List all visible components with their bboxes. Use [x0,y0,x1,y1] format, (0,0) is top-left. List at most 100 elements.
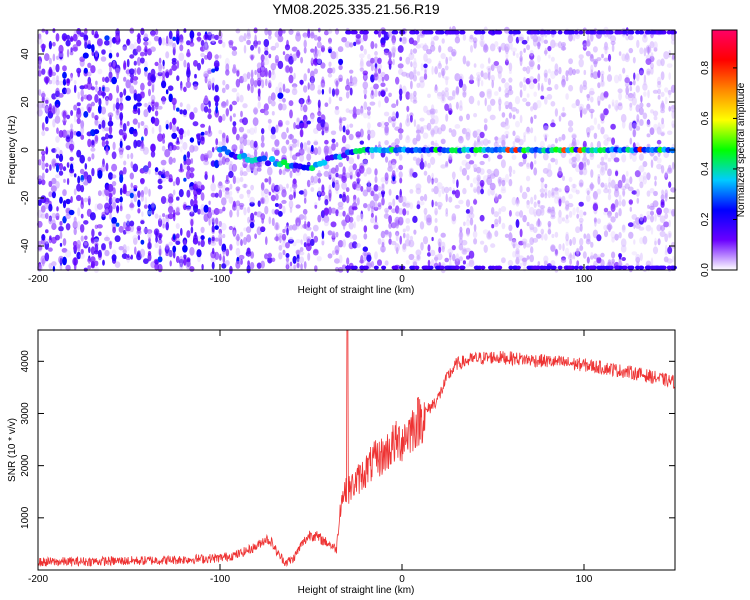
heatmap-cell [126,191,130,197]
heatmap-cell [285,242,290,249]
heatmap-cell [157,170,163,176]
heatmap-cell [178,129,185,135]
heatmap-cell [331,250,336,256]
heatmap-cell [246,226,252,234]
heatmap-cell [285,253,290,258]
heatmap-edge-cell [346,30,352,35]
heatmap-cell [192,121,199,127]
heatmap-cell [646,172,651,181]
heatmap-cell [578,103,585,110]
heatmap-cell [281,189,287,198]
y-tick-label: -40 [20,238,31,253]
heatmap-cell [378,90,381,97]
heatmap-cell [302,208,308,215]
heatmap-cell [79,56,86,62]
heatmap-cell [601,53,604,59]
heatmap-cell [300,239,303,245]
heatmap-cell [151,201,155,210]
heatmap-cell [360,210,364,220]
heatmap-cell [80,96,84,102]
heatmap-cell [62,119,67,124]
heatmap-cell [583,69,587,76]
heatmap-cell [136,36,141,44]
heatmap-cell [631,154,637,162]
heatmap-cell [657,94,661,100]
heatmap-cell [617,102,623,107]
heatmap-cell [52,53,56,62]
heatmap-cell [668,232,671,238]
heatmap-cell [529,254,534,263]
heatmap-cell [624,83,630,88]
heatmap-cell [359,128,364,138]
heatmap-cell [126,245,130,252]
heatmap-cell [278,168,282,175]
heatmap-cell [355,131,362,138]
heatmap-cell [48,216,53,225]
heatmap-cell [515,248,520,255]
heatmap-cell [571,156,577,162]
heatmap-cell [451,129,457,138]
heatmap-cell [292,53,297,62]
heatmap-edge-cell [646,30,652,35]
heatmap-cell [489,182,496,191]
heatmap-edge-cell [617,265,623,270]
heatmap-cell [155,236,159,243]
heatmap-cell [309,32,315,39]
heatmap-cell [413,90,417,97]
heatmap-cell [494,136,498,144]
heatmap-cell [341,135,347,144]
heatmap-cell [264,54,268,61]
heatmap-cell [222,255,226,264]
heatmap-cell [270,62,277,71]
heatmap-cell [235,133,240,141]
heatmap-cell [132,130,138,137]
heatmap-cell [659,215,666,223]
heatmap-cell [518,240,524,246]
heatmap-cell [416,204,421,210]
heatmap-cell [218,220,223,228]
heatmap-cell [289,133,293,140]
heatmap-cell [132,76,139,81]
heatmap-cell [41,258,45,267]
heatmap-cell [76,39,82,47]
heatmap-cell [508,178,513,187]
heatmap-cell [629,152,633,160]
heatmap-cell [104,86,110,93]
heatmap-cell [167,42,174,47]
heatmap-cell [355,33,361,39]
heatmap-cell [133,193,138,203]
heatmap-cell [465,247,471,253]
heatmap-cell [65,87,71,95]
heatmap-cell [45,162,49,168]
heatmap-cell [76,251,81,260]
heatmap-cell [91,44,95,53]
heatmap-cell [282,51,286,56]
heatmap-cell [77,207,81,217]
heatmap-cell [583,211,587,216]
heatmap-cell [522,66,527,72]
heatmap-edge-cell [494,30,500,35]
heatmap-cell [470,183,473,188]
heatmap-cell [402,208,407,216]
heatmap-cell [79,154,85,164]
heatmap-cell [232,175,236,185]
heatmap-cell [533,114,537,119]
heatmap-cell [660,201,665,208]
heatmap-edge-cell [539,30,545,35]
heatmap-cell [504,93,510,98]
heatmap-cell [263,103,269,111]
heatmap-cell [41,68,46,75]
heatmap-cell [349,42,354,48]
heatmap-cell [473,199,478,205]
heatmap-cell [263,39,270,47]
heatmap-cell [451,90,456,97]
heatmap-cell [540,177,545,183]
heatmap-cell [508,112,512,119]
heatmap-cell [610,231,616,239]
heatmap-cell [239,94,244,103]
heatmap-cell [116,52,120,58]
heatmap-cell [284,88,291,94]
heatmap-cell [557,41,563,49]
heatmap-cell [55,181,60,189]
